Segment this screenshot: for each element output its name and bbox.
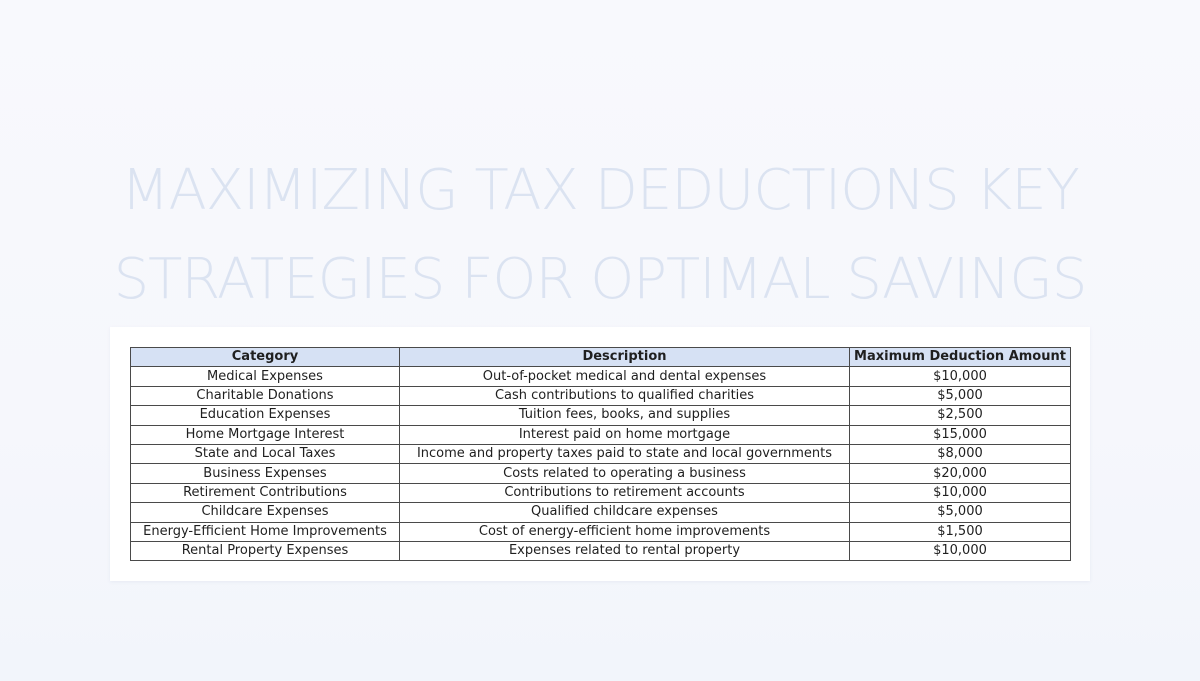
cell-description: Expenses related to rental property: [399, 540, 850, 562]
table-row: Energy-Efficient Home Improvements Cost …: [130, 521, 1071, 542]
cell-amount: $10,000: [849, 540, 1071, 562]
header-description: Description: [399, 346, 850, 368]
cell-category: Energy-Efficient Home Improvements: [130, 521, 400, 542]
table-row: Retirement Contributions Contributions t…: [130, 482, 1071, 504]
table-row: State and Local Taxes Income and propert…: [130, 443, 1071, 465]
cell-category: Childcare Expenses: [130, 502, 400, 523]
cell-category: State and Local Taxes: [130, 443, 400, 465]
table-row: Charitable Donations Cash contributions …: [130, 385, 1071, 407]
cell-amount: $20,000: [849, 463, 1071, 484]
table-card: Category Description Maximum Deduction A…: [110, 327, 1090, 581]
table-header-row: Category Description Maximum Deduction A…: [130, 346, 1071, 368]
cell-amount: $5,000: [849, 502, 1071, 523]
title-line-1: MAXIMIZING TAX DEDUCTIONS KEY: [121, 157, 1080, 223]
cell-description: Costs related to operating a business: [399, 463, 850, 484]
table-row: Home Mortgage Interest Interest paid on …: [130, 424, 1071, 445]
cell-amount: $5,000: [849, 385, 1071, 407]
cell-category: Business Expenses: [130, 463, 400, 484]
header-max-deduction: Maximum Deduction Amount: [849, 346, 1071, 368]
cell-description: Tuition fees, books, and supplies: [399, 405, 850, 426]
cell-amount: $15,000: [849, 424, 1071, 445]
cell-description: Cash contributions to qualified charitie…: [399, 385, 850, 407]
cell-amount: $10,000: [849, 482, 1071, 504]
cell-amount: $2,500: [849, 405, 1071, 426]
table-row: Rental Property Expenses Expenses relate…: [130, 540, 1071, 562]
cell-description: Interest paid on home mortgage: [399, 424, 850, 445]
cell-category: Home Mortgage Interest: [130, 424, 400, 445]
cell-amount: $10,000: [849, 366, 1071, 387]
deductions-table: Category Description Maximum Deduction A…: [130, 346, 1071, 562]
cell-amount: $8,000: [849, 443, 1071, 465]
cell-description: Income and property taxes paid to state …: [399, 443, 850, 465]
cell-category: Charitable Donations: [130, 385, 400, 407]
table-row: Education Expenses Tuition fees, books, …: [130, 405, 1071, 426]
cell-category: Medical Expenses: [130, 366, 400, 387]
table-row: Childcare Expenses Qualified childcare e…: [130, 502, 1071, 523]
table-row: Medical Expenses Out-of-pocket medical a…: [130, 366, 1071, 387]
cell-description: Cost of energy-efficient home improvemen…: [399, 521, 850, 542]
cell-description: Qualified childcare expenses: [399, 502, 850, 523]
header-category: Category: [130, 346, 400, 368]
cell-category: Rental Property Expenses: [130, 540, 400, 562]
cell-category: Retirement Contributions: [130, 482, 400, 504]
cell-amount: $1,500: [849, 521, 1071, 542]
cell-category: Education Expenses: [130, 405, 400, 426]
title-line-2: STRATEGIES FOR OPTIMAL SAVINGS: [113, 246, 1088, 312]
page-title: MAXIMIZING TAX DEDUCTIONS KEY STRATEGIES…: [0, 146, 1200, 324]
cell-description: Contributions to retirement accounts: [399, 482, 850, 504]
table-row: Business Expenses Costs related to opera…: [130, 463, 1071, 484]
cell-description: Out-of-pocket medical and dental expense…: [399, 366, 850, 387]
